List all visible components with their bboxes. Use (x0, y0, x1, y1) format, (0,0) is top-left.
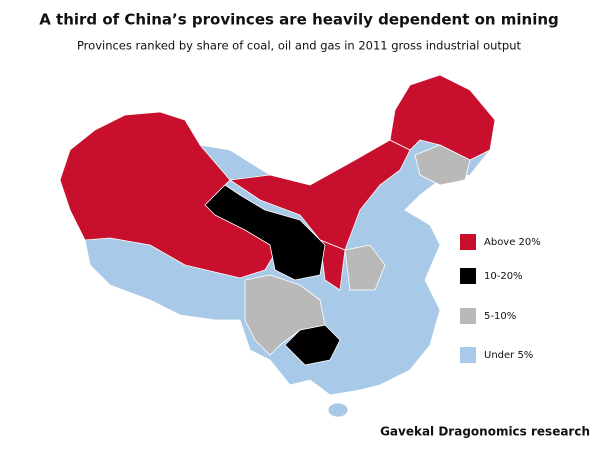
legend-swatch (460, 308, 476, 324)
title: A third of China’s provinces are heavily… (39, 11, 559, 29)
legend: Above 20% 10-20% 5-10% Under 5% (460, 234, 541, 363)
source: Gavekal Dragonomics research (380, 425, 590, 439)
legend-label: Under 5% (484, 350, 533, 361)
province-region (229, 139, 411, 251)
province-region (389, 74, 496, 161)
province-region (344, 244, 386, 291)
province-region (204, 184, 326, 281)
province-region (414, 144, 471, 186)
hainan-island (327, 402, 349, 418)
legend-swatch (460, 268, 476, 284)
legend-swatch (460, 234, 476, 250)
china-map (59, 74, 496, 418)
province-region (244, 274, 326, 356)
legend-label: Above 20% (484, 237, 541, 248)
subtitle: Provinces ranked by share of coal, oil a… (77, 39, 522, 53)
legend-label: 5-10% (484, 311, 516, 322)
province-region (319, 239, 346, 291)
legend-swatch (460, 347, 476, 363)
legend-label: 10-20% (484, 271, 523, 282)
